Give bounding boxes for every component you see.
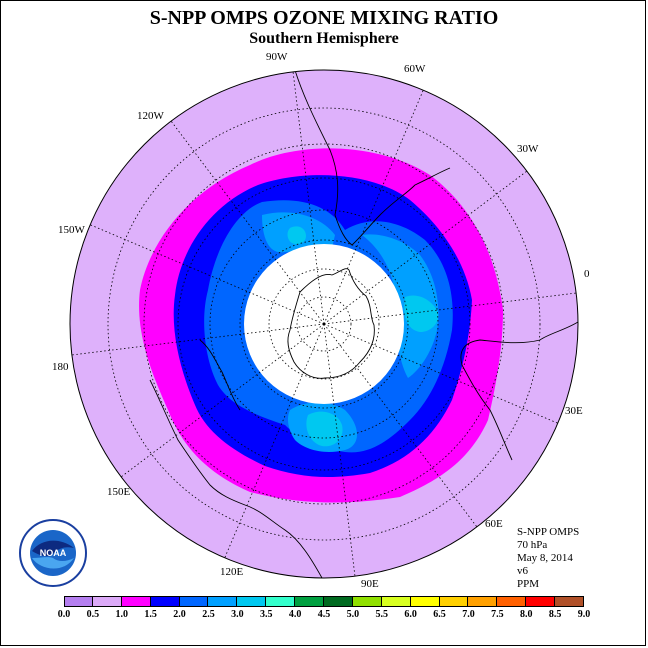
color-bar-cell [439, 596, 469, 607]
antarctica-coast [287, 268, 375, 379]
contour-band-2-5 [262, 212, 439, 452]
color-bar-tick-label: 3.5 [259, 609, 273, 620]
info-instrument: S-NPP OMPS [517, 526, 580, 538]
color-bar-cell [179, 596, 209, 607]
south-america-coast [291, 70, 451, 246]
lon-label-150e: 150E [107, 486, 131, 498]
color-bar-cell [295, 596, 325, 607]
color-bar-cell [64, 596, 93, 607]
color-bar-cell [381, 596, 411, 607]
lon-label-90e: 90E [361, 578, 379, 590]
color-bar-cell [526, 596, 556, 607]
color-bar-cell [324, 596, 353, 607]
color-bar-tick-label: 5.0 [346, 609, 360, 620]
color-bar-tick-label: 0.0 [57, 609, 71, 620]
lon-label-150w: 150W [58, 224, 85, 236]
color-bar-tick-label: 1.0 [115, 609, 129, 620]
color-bar-tick-label: 6.5 [433, 609, 446, 620]
noaa-logo-text: NOAA [40, 548, 67, 558]
color-bar-cell [121, 596, 151, 607]
color-bar-cell [555, 596, 585, 607]
color-bar-cell [352, 596, 382, 607]
color-bar-tick-label: 7.5 [491, 609, 504, 620]
lon-label-180: 180 [52, 361, 69, 373]
color-bar-cell [92, 596, 122, 607]
lon-label-90w: 90W [266, 51, 288, 63]
color-bar-tick-label: 2.0 [173, 609, 186, 620]
color-bar-cell [208, 596, 238, 607]
info-units: PPM [517, 578, 540, 590]
color-bar-tick-label: 6.0 [404, 609, 417, 620]
lon-label-60w: 60W [404, 63, 426, 75]
info-level: 70 hPa [517, 539, 548, 551]
south-pole-marker [322, 322, 326, 326]
color-bar-tick-label: 7.0 [462, 609, 475, 620]
color-bar-tick-label: 3.0 [231, 609, 244, 620]
coastlines [149, 70, 578, 578]
lon-label-0: 0 [584, 268, 590, 280]
africa-coast [460, 321, 578, 461]
lon-label-60e: 60E [485, 518, 503, 530]
color-bar-tick-label: 5.5 [375, 609, 389, 620]
color-bar [64, 596, 585, 607]
noaa-logo: NOAA [19, 519, 87, 587]
lon-label-30w: 30W [517, 143, 539, 155]
color-bar-cell [266, 596, 296, 607]
color-bar-tick-label: 4.5 [317, 609, 331, 620]
lon-label-30e: 30E [565, 405, 583, 417]
lon-label-120w: 120W [137, 110, 164, 122]
color-bar-cell [237, 596, 267, 607]
map-subtitle: Southern Hemisphere [249, 30, 399, 47]
color-bar-tick-label: 8.0 [519, 609, 533, 620]
color-bar-tick-label: 4.0 [288, 609, 302, 620]
color-bar-cell [150, 596, 180, 607]
map-title: S-NPP OMPS OZONE MIXING RATIO [149, 7, 499, 29]
color-bar-tick-label: 9.0 [577, 609, 591, 620]
info-date: May 8, 2014 [517, 552, 573, 564]
info-block: S-NPP OMPS 70 hPa May 8, 2014 v6 PPM [517, 526, 579, 591]
lon-label-120e: 120E [220, 566, 244, 578]
australia-coast [149, 379, 323, 578]
latitude-circles [107, 107, 541, 541]
info-version: v6 [517, 565, 528, 577]
color-bar-cell [410, 596, 440, 607]
color-bar-tick-label: 1.5 [144, 609, 157, 620]
color-bar-cell [497, 596, 527, 607]
map-boundary [69, 69, 579, 579]
color-bar-tick-label: 8.5 [548, 609, 562, 620]
color-bar-cell [468, 596, 498, 607]
new-zealand-coast [199, 339, 241, 411]
color-bar-tick-label: 2.5 [202, 609, 215, 620]
color-bar-tick-label: 0.5 [86, 609, 100, 620]
